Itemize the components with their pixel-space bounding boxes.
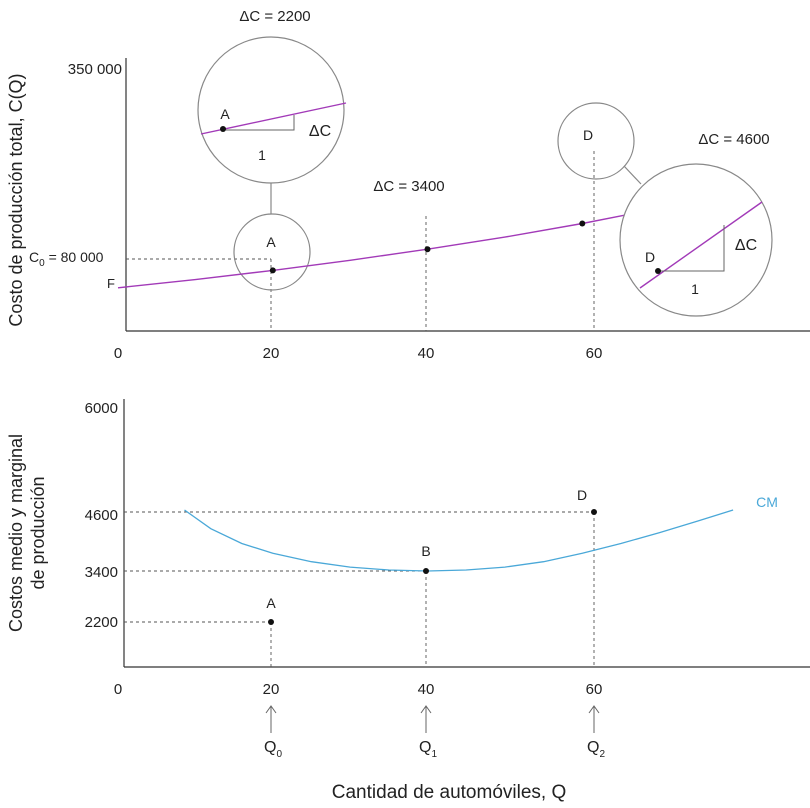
point-d-bottom-label: D	[577, 487, 587, 503]
c0-label: C0 = 80 000	[29, 249, 104, 269]
delta-c-a: ΔC = 2200	[239, 8, 310, 25]
bottom-x-tick-0: 0	[114, 681, 122, 698]
bottom-y-tick-3400: 3400	[85, 564, 118, 581]
top-x-tick-20: 20	[263, 345, 280, 362]
zoom-d-dot	[655, 268, 661, 274]
f-label: F	[107, 276, 115, 291]
zoom-circle-d-outline	[619, 163, 773, 317]
zoom-ring-a	[233, 213, 311, 291]
zoom-circle-a: A ΔC 1	[197, 36, 347, 184]
point-b	[424, 246, 431, 253]
point-b-bottom-label: B	[421, 543, 430, 559]
top-x-tick-60: 60	[586, 345, 603, 362]
zoom-a-point-label: A	[220, 106, 230, 122]
bottom-y-axis-label-line1: Costos medio y marginal	[6, 434, 26, 632]
zoom-a-run-label: 1	[258, 147, 266, 163]
zoom-connector-d	[623, 165, 642, 185]
zoom-a-dot	[220, 126, 226, 132]
x-axis-label: Cantidad de automóviles, Q	[332, 782, 566, 803]
zoom-a-dc-label: ΔC	[309, 123, 331, 140]
top-x-tick-40: 40	[418, 345, 435, 362]
average-cost-curve	[184, 509, 734, 572]
total-cost-panel: 350 000 0 20 40 60 Costo de producción t…	[6, 8, 810, 362]
zoom-ring-d	[557, 102, 635, 180]
zoom-d-dc-label: ΔC	[735, 237, 757, 254]
zoom-d-triangle	[658, 225, 725, 272]
top-x-tick-0: 0	[114, 345, 122, 362]
bottom-y-axis-label-line2: de producción	[28, 476, 48, 589]
zoom-a-triangle	[223, 115, 295, 131]
zoom-circle-d: D ΔC 1	[619, 163, 773, 317]
delta-c-b: ΔC = 3400	[373, 178, 444, 195]
q2-arrow	[588, 705, 600, 733]
q1-label: Q1	[419, 739, 437, 760]
bottom-y-tick-6000: 6000	[85, 400, 118, 417]
delta-c-d: ΔC = 4600	[698, 131, 769, 148]
bottom-y-tick-4600: 4600	[85, 507, 118, 524]
q-arrows	[265, 705, 600, 733]
zoom-d-run-label: 1	[691, 281, 699, 297]
point-a-label: A	[266, 234, 276, 250]
zoom-circle-a-outline	[197, 36, 345, 184]
top-y-tick-max: 350 000	[68, 61, 122, 78]
bottom-x-tick-40: 40	[418, 681, 435, 698]
point-d-label: D	[583, 127, 593, 143]
zoom-d-point-label: D	[645, 249, 655, 265]
q1-arrow	[420, 705, 432, 733]
q0-arrow	[265, 705, 277, 733]
top-y-axis-label: Costo de producción total, C(Q)	[6, 73, 26, 326]
point-a-bottom-label: A	[266, 595, 276, 611]
bottom-x-tick-60: 60	[586, 681, 603, 698]
bottom-y-tick-2200: 2200	[85, 614, 118, 631]
bottom-x-tick-20: 20	[263, 681, 280, 698]
zoom-d-tangent	[639, 201, 763, 289]
average-marginal-cost-panel: 6000 4600 3400 2200 0 20 40 60 Costos me…	[6, 399, 810, 803]
cm-series-label: CM	[756, 494, 778, 510]
point-d-bottom	[591, 509, 597, 515]
point-d	[579, 220, 586, 227]
point-a-bottom	[268, 619, 274, 625]
q0-label: Q0	[264, 739, 282, 760]
q2-label: Q2	[587, 739, 605, 760]
point-a	[269, 267, 276, 274]
point-b-bottom	[423, 568, 429, 574]
